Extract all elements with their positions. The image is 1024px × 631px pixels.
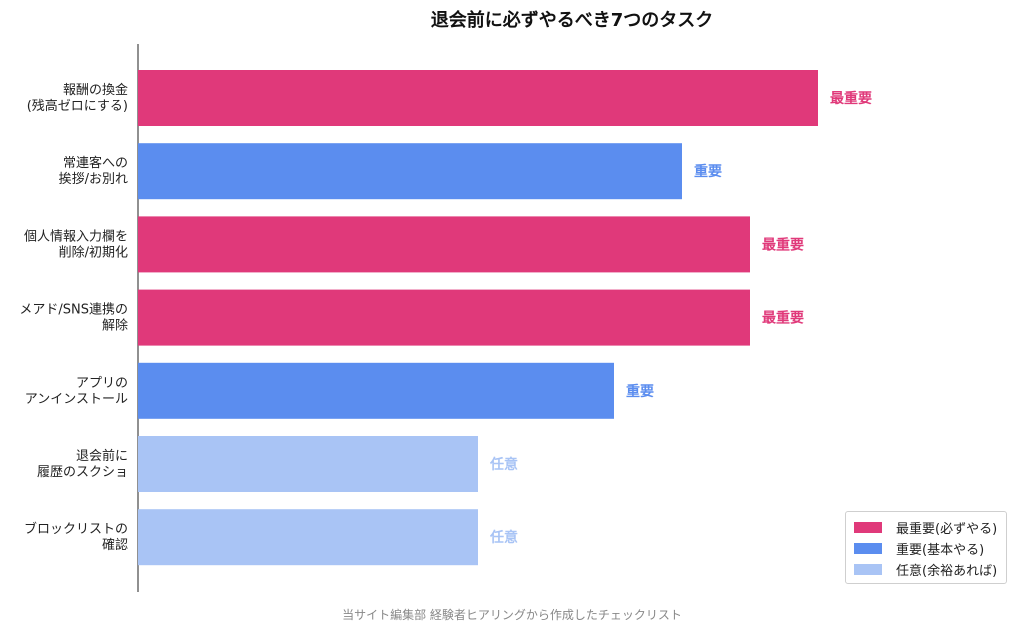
- bar-6: [138, 509, 478, 566]
- category-label-0: 報酬の換金(残高ゼロにする): [27, 82, 128, 114]
- value-label-5: 任意: [489, 456, 518, 473]
- bar-5: [138, 436, 478, 492]
- legend-item-important: 重要(基本やる): [854, 538, 998, 559]
- legend-label-optional: 任意(余裕あれば): [896, 564, 998, 579]
- category-label-4: アプリのアンインストール: [25, 376, 128, 407]
- category-label-5: 退会前に履歴のスクショ: [37, 448, 128, 480]
- category-label-2: 個人情報入力欄を削除/初期化: [24, 228, 128, 260]
- value-label-2: 最重要: [762, 236, 804, 253]
- category-label-6: ブロックリストの確認: [24, 521, 128, 553]
- value-label-4: 重要: [626, 383, 654, 400]
- category-label-3: メアド/SNS連携の解除: [19, 302, 128, 334]
- value-label-0: 最重要: [830, 90, 872, 107]
- category-label-1: 常連客への挨拶/お別れ: [59, 155, 128, 187]
- bar-0: [138, 70, 818, 126]
- bar-1: [138, 143, 682, 200]
- legend-label-important: 重要(基本やる): [896, 543, 985, 558]
- bar-2: [138, 216, 750, 273]
- value-label-1: 重要: [694, 163, 722, 180]
- value-label-3: 最重要: [762, 310, 804, 327]
- bar-chart: 最重要報酬の換金(残高ゼロにする)重要常連客への挨拶/お別れ最重要個人情報入力欄…: [19, 44, 872, 592]
- legend-item-most-important: 最重要(必ずやる): [854, 517, 998, 538]
- bar-3: [138, 289, 750, 346]
- chart-title: 退会前に必ずやるべき7つのタスク: [430, 10, 714, 31]
- footer-note: 当サイト編集部 経験者ヒアリングから作成したチェックリスト: [342, 608, 682, 622]
- legend-swatch-important: [854, 543, 882, 554]
- value-label-6: 任意: [489, 529, 518, 546]
- legend-label-most-important: 最重要(必ずやる): [896, 522, 998, 537]
- legend-swatch-most-important: [854, 522, 882, 533]
- legend-swatch-optional: [854, 564, 882, 575]
- legend: 最重要(必ずやる) 重要(基本やる) 任意(余裕あれば): [845, 511, 1007, 584]
- bar-4: [138, 362, 614, 419]
- legend-item-optional: 任意(余裕あれば): [854, 559, 998, 580]
